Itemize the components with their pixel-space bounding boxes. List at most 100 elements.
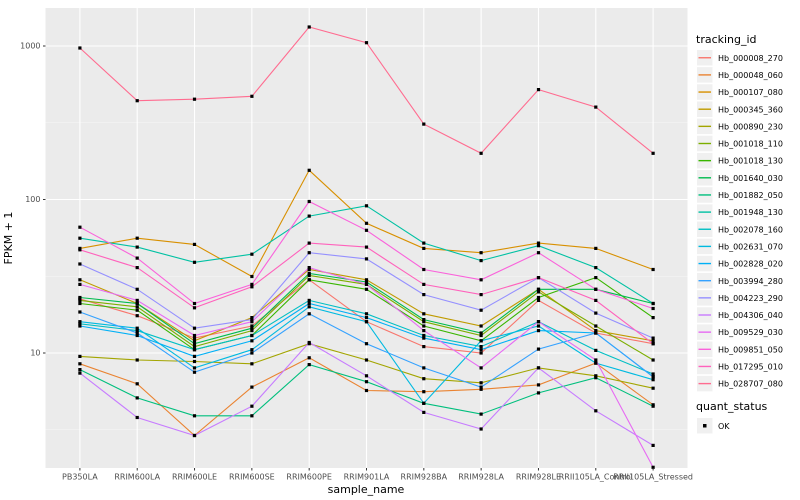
data-point [250,320,254,324]
data-point [364,280,369,284]
x-tick-label: RRIM901LA [344,473,390,482]
data-point [479,151,483,155]
x-tick-label: RRIM600LE [172,473,217,482]
data-point [422,312,426,316]
data-point [364,320,369,324]
data-point [250,404,254,408]
data-point [307,301,311,306]
data-point [307,168,311,172]
data-point [364,374,369,378]
data-point [364,358,369,362]
legend-item-label: Hb_009851_050 [718,345,783,354]
data-point [536,329,541,333]
data-point [594,358,598,362]
data-point [594,376,598,380]
data-point [192,345,197,349]
legend-item-label: Hb_003994_280 [718,277,783,286]
data-point [250,326,254,330]
data-point [78,262,82,266]
data-point [307,241,311,245]
data-point [135,298,139,302]
data-point [135,331,139,335]
y-tick-label: 100 [25,195,40,204]
data-point [594,266,598,270]
data-point [250,324,254,328]
data-point [192,326,197,330]
data-point [307,340,311,345]
data-point [307,278,311,282]
data-point [250,362,254,366]
data-point [651,267,655,272]
data-point [135,314,139,318]
data-point [192,342,197,346]
data-point [479,259,483,263]
data-point [78,248,82,252]
data-point [479,293,483,297]
data-point [594,298,598,302]
data-point [250,333,254,338]
data-point [422,401,426,405]
data-point [78,301,82,306]
data-point [422,410,426,414]
data-point [422,333,426,338]
data-point [651,342,655,346]
data-point [536,347,541,351]
data-point [364,221,369,225]
data-point [479,345,483,349]
data-point [594,324,598,328]
data-point [307,199,311,204]
data-point [536,295,541,300]
data-point [536,391,541,395]
data-point [192,306,197,310]
data-point [536,88,541,92]
x-tick-label: RRIM928BA [401,473,448,482]
data-point [78,278,82,282]
data-point [594,105,598,109]
data-point [250,94,254,98]
data-point [135,305,139,309]
data-point [479,412,483,416]
data-point [135,236,139,240]
data-point [135,301,139,306]
data-point [364,316,369,320]
data-point [250,351,254,355]
data-point [651,339,655,343]
legend-item-label: Hb_001640_030 [718,174,783,183]
data-point [250,285,254,289]
data-point [192,370,197,374]
data-point [307,214,311,218]
data-point [78,295,82,300]
data-point [307,312,311,316]
data-point [651,386,655,390]
data-point [422,267,426,272]
data-point [536,276,541,280]
x-axis-ticks: PB350LA RRIM600LA RRIM600LE RRIM600SE RRIM60… [62,468,693,482]
data-point [651,306,655,311]
data-point [307,298,311,302]
data-point [422,241,426,245]
data-point [135,382,139,386]
data-point [250,274,254,279]
data-point [479,348,483,352]
data-point [307,251,311,255]
data-point [250,318,254,322]
data-point [78,371,82,375]
data-point [479,333,483,338]
legend-item-label: Hb_000008_270 [718,54,783,63]
y-axis-title: FPKM + 1 [2,212,15,265]
data-point [422,336,426,340]
data-point [250,252,254,256]
data-point [135,245,139,249]
x-tick-label: RRIM600SE [229,473,275,482]
x-tick-label: RRIM928LA [458,473,504,482]
data-point [135,256,139,260]
data-point [135,287,139,291]
legend-item-label: Hb_004223_290 [718,294,783,303]
data-point [422,377,426,381]
legend-item-label: Hb_017295_010 [718,363,783,372]
data-point [479,385,483,389]
data-point [192,260,197,264]
data-point [192,301,197,306]
